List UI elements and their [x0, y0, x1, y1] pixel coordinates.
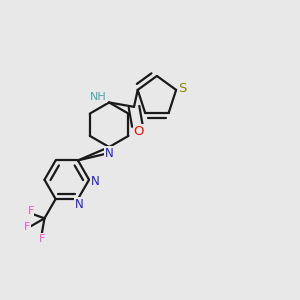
Text: F: F	[27, 206, 34, 216]
Text: O: O	[134, 125, 144, 138]
Text: N: N	[75, 198, 84, 211]
Text: F: F	[24, 221, 30, 232]
Text: S: S	[178, 82, 187, 95]
Text: N: N	[105, 147, 113, 160]
Text: NH: NH	[89, 92, 106, 102]
Text: F: F	[38, 234, 45, 244]
Text: N: N	[91, 175, 99, 188]
